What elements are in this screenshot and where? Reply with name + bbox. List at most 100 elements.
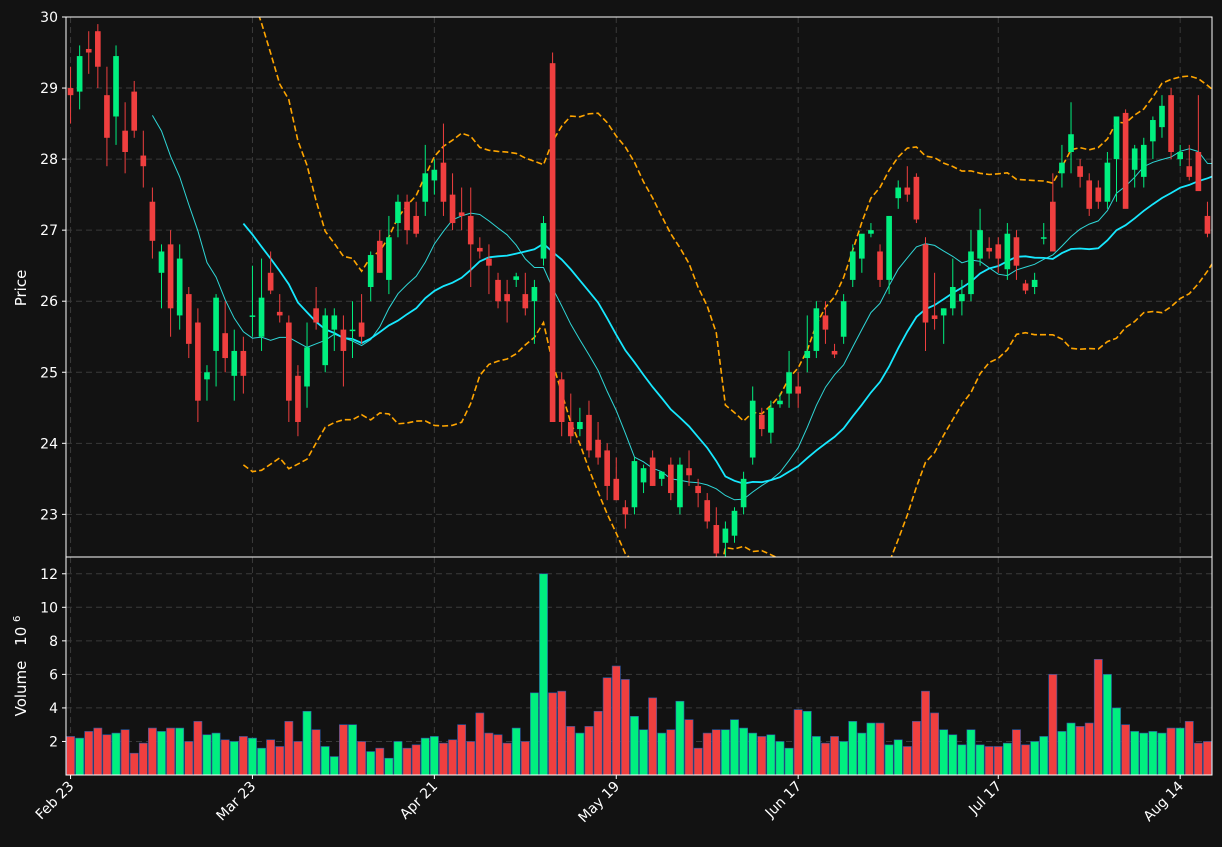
- candle-body: [422, 173, 429, 202]
- candle-body: [222, 333, 228, 359]
- candle-body: [558, 379, 565, 422]
- candle-body: [804, 350, 811, 359]
- volume-tick-label: 8: [49, 634, 58, 650]
- volume-bar: [475, 712, 485, 776]
- volume-tick-label: 6: [49, 667, 58, 683]
- candle-body: [549, 63, 556, 423]
- candle-body: [658, 471, 665, 479]
- candle-body: [1031, 279, 1038, 287]
- volume-bar: [520, 741, 530, 776]
- candle-body: [1068, 134, 1074, 152]
- candle-body: [849, 251, 856, 280]
- candle-body: [640, 468, 647, 483]
- volume-bar: [884, 744, 894, 776]
- price-tick-label: 23: [40, 507, 58, 523]
- volume-bar: [102, 734, 112, 776]
- volume-bar: [602, 677, 612, 776]
- candle-body: [85, 48, 92, 53]
- candle-body: [695, 485, 701, 494]
- sma-slow-line: [242, 175, 1212, 485]
- candle-body: [877, 251, 883, 280]
- candle-body: [1150, 120, 1156, 142]
- volume-tick-label: 2: [49, 734, 58, 750]
- volume-bar: [693, 747, 703, 776]
- volume-bar: [1030, 741, 1040, 776]
- volume-bar: [257, 747, 266, 776]
- candle-body: [567, 422, 574, 437]
- candle-body: [1050, 201, 1056, 252]
- volume-bar: [821, 742, 830, 776]
- volume-bar: [848, 721, 858, 776]
- candle-body: [522, 294, 529, 309]
- volume-bar: [775, 741, 785, 776]
- volume-bar: [966, 729, 976, 776]
- volume-bar: [429, 736, 439, 776]
- candle-body: [749, 400, 756, 458]
- volume-bar: [84, 731, 94, 776]
- volume-bar: [1112, 707, 1121, 776]
- volume-bar: [466, 741, 476, 776]
- candle-body: [122, 130, 128, 152]
- candle-body: [1186, 166, 1193, 177]
- candle-body: [868, 230, 874, 234]
- candle-body: [531, 287, 538, 302]
- volume-bar: [1139, 732, 1149, 776]
- volume-bar: [302, 710, 312, 776]
- candle-body: [1040, 237, 1047, 239]
- candle-body: [313, 308, 319, 323]
- volume-bar: [120, 729, 130, 776]
- volume-bar: [1075, 726, 1085, 776]
- candle-body: [786, 372, 792, 394]
- candle-body: [504, 294, 510, 302]
- volume-bar: [1021, 744, 1030, 776]
- volume-bar: [857, 732, 867, 776]
- candle-body: [113, 56, 119, 117]
- candle-body: [349, 329, 356, 332]
- volume-bar: [675, 700, 685, 776]
- candle-body: [376, 240, 383, 273]
- volume-bar: [739, 727, 748, 776]
- volume-bar: [1103, 674, 1112, 776]
- candle-body: [904, 187, 911, 195]
- volume-bar: [348, 724, 357, 776]
- volume-bar: [1175, 727, 1185, 776]
- candle-body: [704, 500, 711, 522]
- candle-body: [258, 297, 265, 337]
- candle-body: [1059, 162, 1065, 174]
- candle-body: [340, 329, 347, 351]
- sma-fast-line: [151, 115, 1212, 501]
- candle-body: [731, 510, 738, 536]
- candle-body: [413, 215, 419, 234]
- volume-bar: [721, 729, 730, 776]
- volume-bar: [266, 739, 276, 776]
- volume-bar: [648, 697, 658, 776]
- candle-body: [922, 244, 929, 323]
- volume-bar: [630, 716, 639, 776]
- volume-bar: [320, 746, 330, 776]
- candle-body: [895, 187, 902, 199]
- volume-bar: [66, 736, 75, 776]
- candle-body: [131, 91, 138, 131]
- candle-body: [859, 233, 865, 259]
- volume-bar: [293, 741, 303, 776]
- candle-body: [1195, 152, 1202, 192]
- volume-bar: [229, 741, 239, 776]
- volume-bar: [248, 737, 257, 776]
- candle-body: [1168, 95, 1174, 152]
- volume-bar: [566, 726, 576, 776]
- volume-bar: [275, 746, 285, 776]
- volume-bar: [657, 732, 667, 776]
- candle-body: [1159, 105, 1165, 128]
- candle-body: [1004, 233, 1011, 270]
- volume-panel-frame: [65, 556, 1213, 776]
- volume-bar: [384, 757, 394, 776]
- volume-bar: [930, 712, 939, 776]
- candle-body: [886, 215, 892, 280]
- volume-bar: [839, 741, 849, 776]
- volume-bar: [311, 729, 321, 776]
- volume-bar: [1203, 741, 1212, 776]
- price-axis-ticks: 23 24 25 26 27 28 29 30: [40, 10, 66, 523]
- price-tick-label: 28: [40, 152, 58, 168]
- volume-bar: [484, 732, 494, 776]
- volume-bar: [375, 747, 385, 776]
